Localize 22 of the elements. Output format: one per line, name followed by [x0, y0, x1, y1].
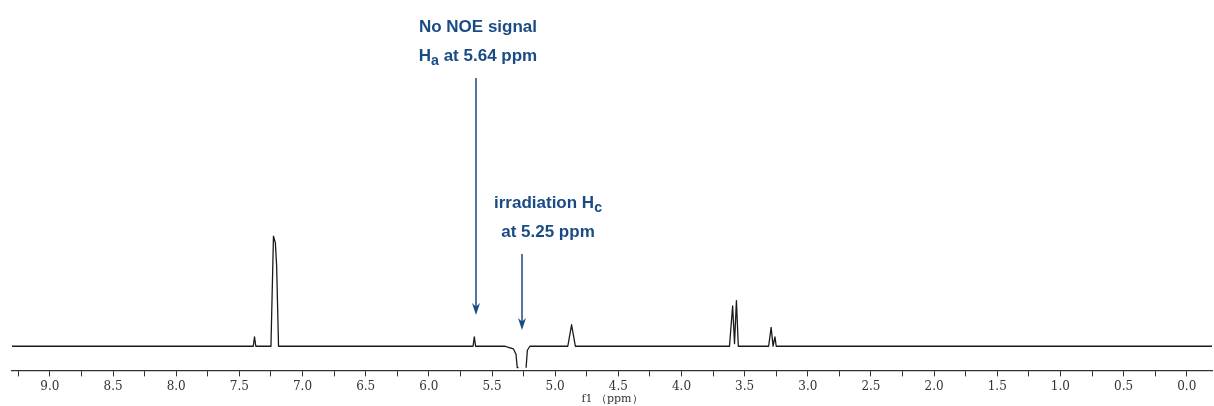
x-tick-label: 6.0	[419, 378, 439, 393]
x-tick-label: 4.5	[608, 378, 628, 393]
x-tick-label: 3.0	[798, 378, 818, 393]
x-tick-label: 7.5	[229, 378, 249, 393]
x-tick-label: 3.5	[735, 378, 755, 393]
x-tick-label: 0.0	[1177, 378, 1197, 393]
x-axis-title: f1 （ppm）	[581, 392, 643, 406]
x-tick-label: 2.0	[924, 378, 944, 393]
x-tick-label: 8.0	[166, 378, 186, 393]
x-tick-label: 1.0	[1050, 378, 1070, 393]
x-tick-label: 1.5	[987, 378, 1007, 393]
text: No NOE signal H$_{a}$ at 5.64 ppm	[418, 16, 538, 70]
x-tick-label: 2.5	[861, 378, 881, 393]
x-tick-label: 9.0	[40, 378, 60, 393]
x-tick-label: 5.0	[545, 378, 565, 393]
x-tick-label: 6.5	[356, 378, 376, 393]
x-tick-label: 4.0	[671, 378, 692, 393]
x-tick-label: 7.0	[292, 378, 313, 393]
x-tick-label: 0.5	[1114, 378, 1134, 393]
annotation: irradiation H$_{c}$ at 5.25 ppm	[494, 192, 602, 243]
x-tick-label: 8.5	[103, 378, 123, 393]
x-tick-label: 5.5	[482, 378, 502, 393]
